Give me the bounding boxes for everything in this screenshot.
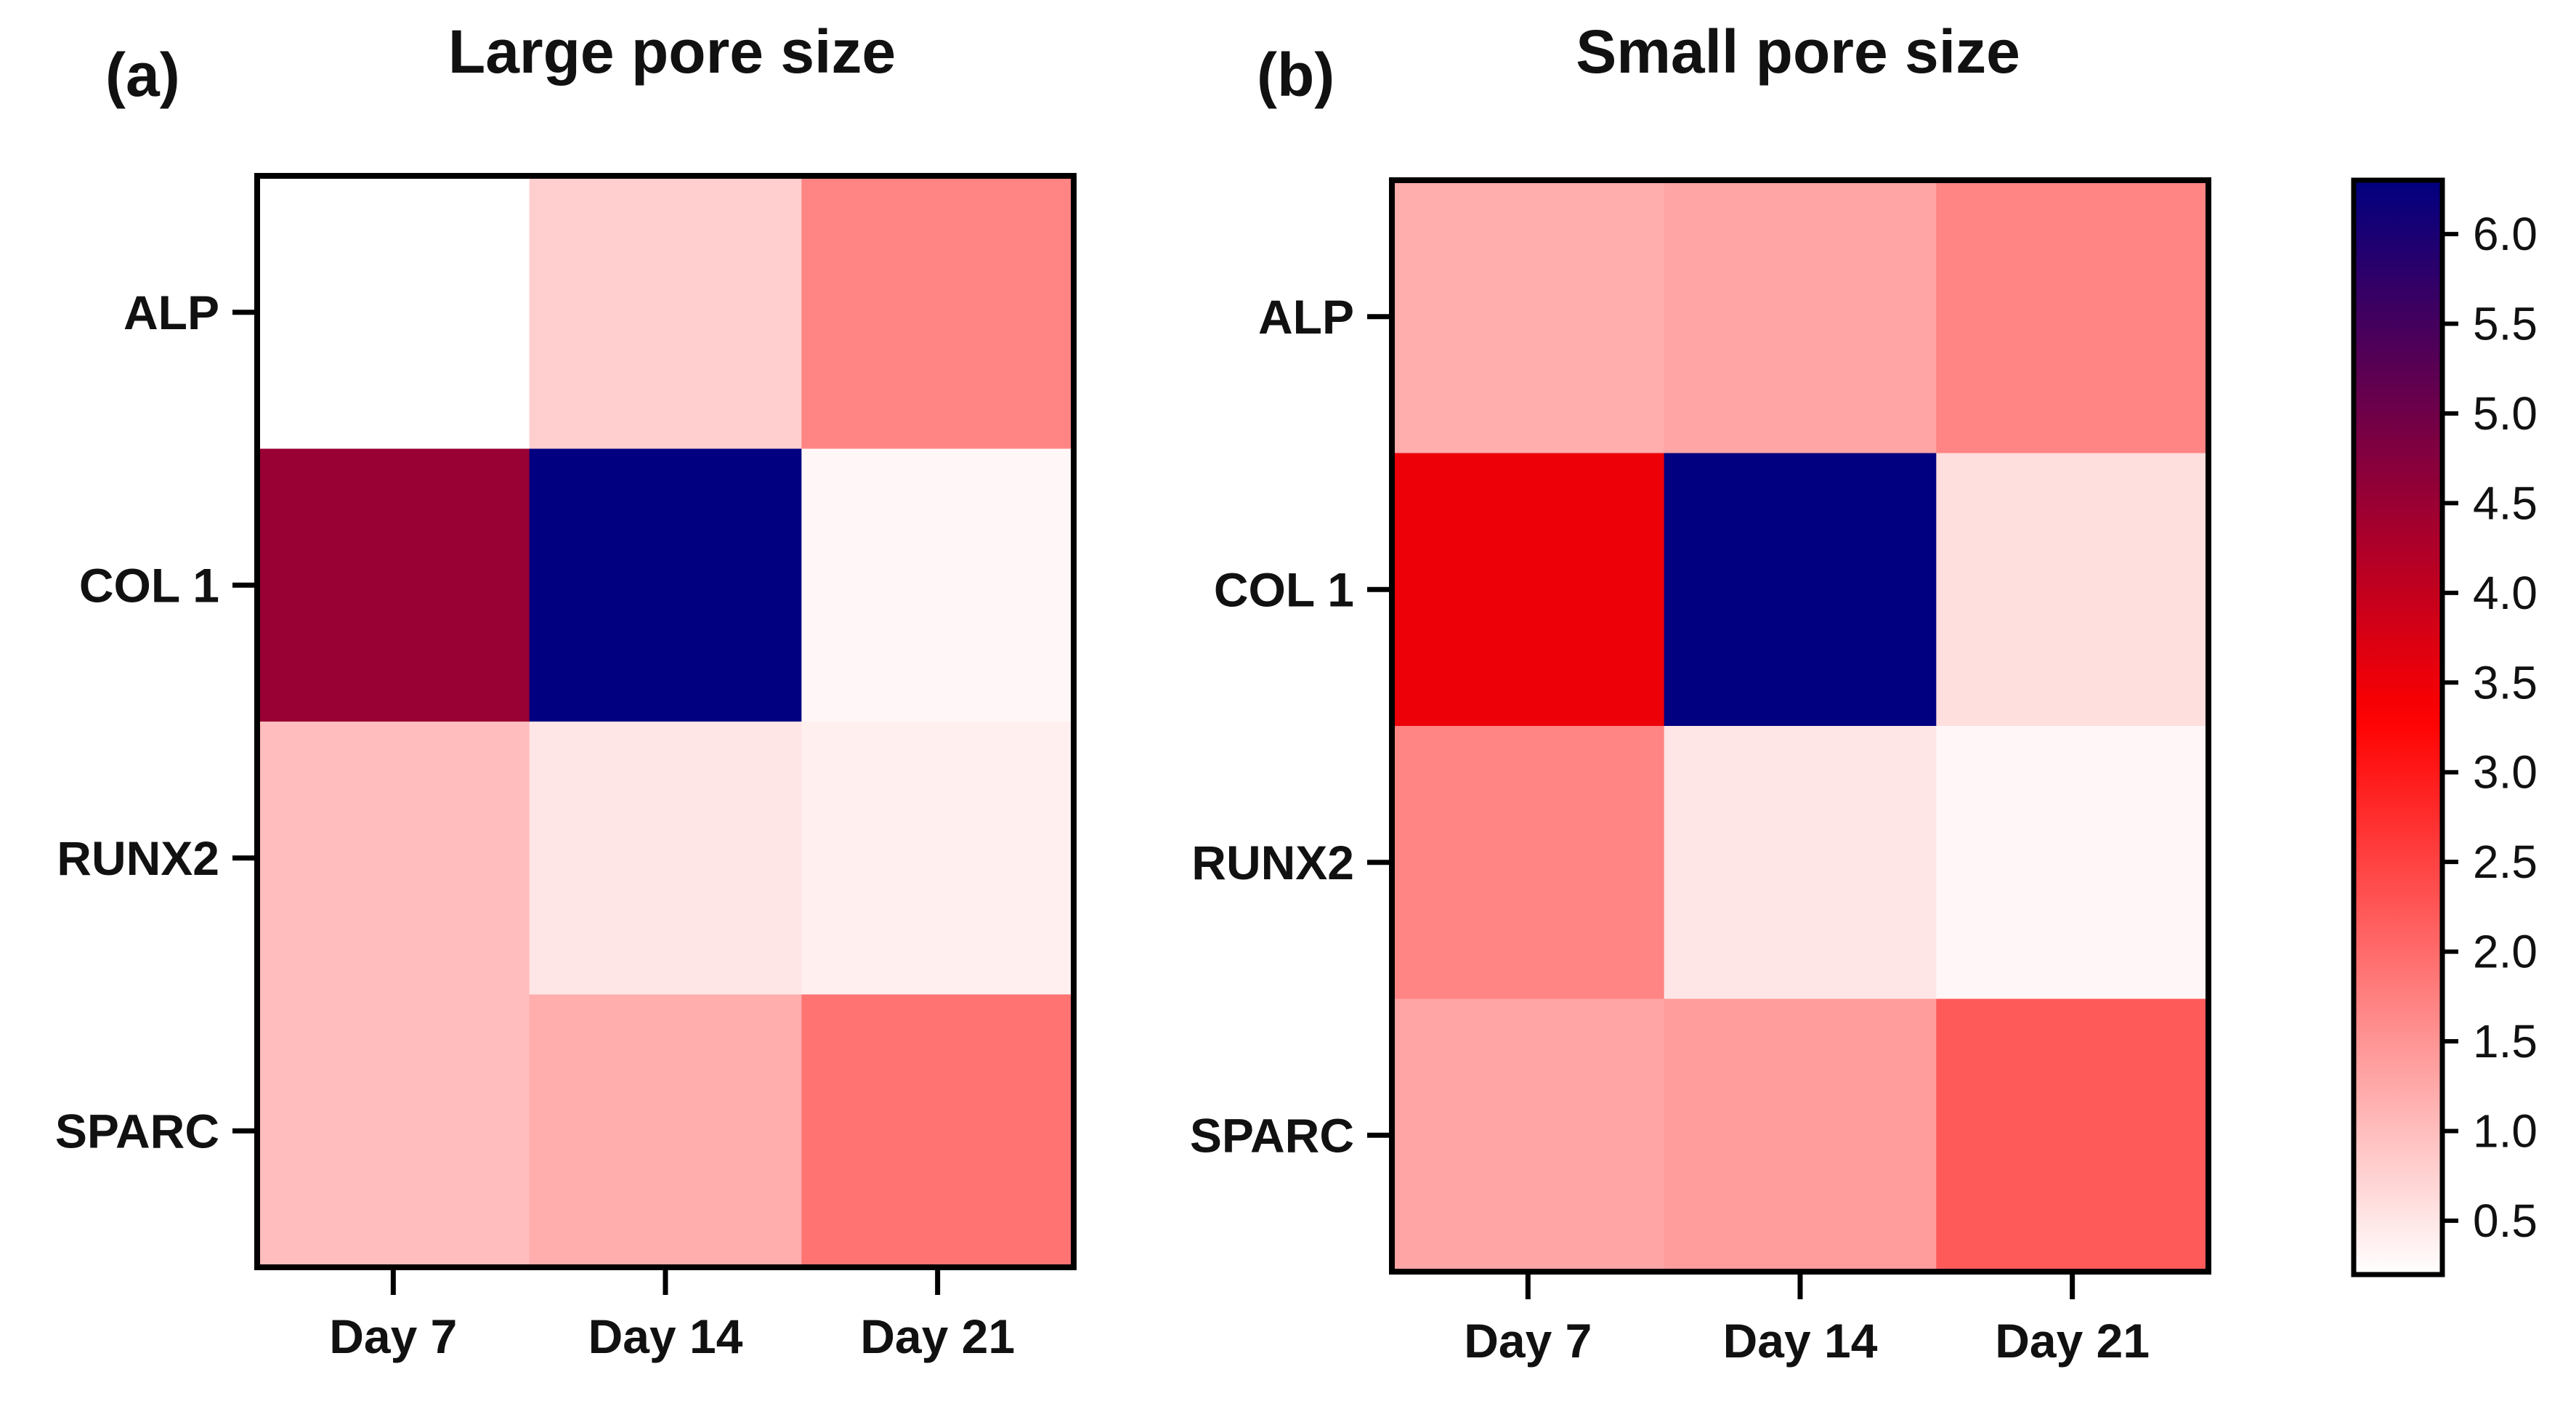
panel-a: (a) Large pore size ALP COL 1 RUNX2 SPARC D… — [55, 17, 1077, 1363]
col-label-b-0: Day 7 — [1464, 1314, 1592, 1368]
heatmap-cell-a-r1-c0 — [257, 448, 530, 722]
col-label-a-1: Day 14 — [588, 1309, 743, 1363]
panel-b-y-axis: ALP COL 1 RUNX2 SPARC — [1190, 290, 1392, 1162]
col-label-b-1: Day 14 — [1723, 1314, 1878, 1368]
heatmap-cell-a-r0-c0 — [257, 176, 530, 449]
colorbar-tick-label-10: 5.5 — [2473, 298, 2537, 350]
heatmap-cell-b-r0-c0 — [1392, 180, 1665, 453]
panel-a-title: Large pore size — [448, 17, 896, 86]
row-label-a-2: RUNX2 — [57, 831, 219, 885]
row-label-b-3: SPARC — [1190, 1108, 1354, 1162]
heatmap-cell-a-r1-c1 — [529, 448, 802, 722]
colorbar-tick-label-11: 6.0 — [2473, 208, 2537, 260]
heatmap-cell-b-r2-c0 — [1392, 726, 1665, 999]
heatmap-cell-a-r3-c0 — [257, 994, 530, 1268]
heatmap-cell-a-r0-c2 — [801, 176, 1074, 449]
colorbar-tick-label-0: 0.5 — [2473, 1195, 2537, 1247]
heatmap-cell-b-r1-c0 — [1392, 453, 1665, 727]
col-label-a-0: Day 7 — [329, 1309, 457, 1363]
heatmap-cell-b-r0-c2 — [1936, 180, 2209, 453]
colorbar-frame — [2351, 177, 2445, 1277]
heatmap-cell-a-r3-c2 — [801, 994, 1074, 1268]
heatmap-cell-b-r2-c2 — [1936, 726, 2209, 999]
panel-b-letter: (b) — [1257, 41, 1334, 109]
colorbar-tick-label-2: 1.5 — [2473, 1015, 2537, 1067]
panel-b: (b) Small pore size ALP COL 1 RUNX2 SPARC D… — [1190, 17, 2211, 1368]
heatmap-cell-a-r0-c1 — [529, 176, 802, 449]
row-label-b-2: RUNX2 — [1191, 836, 1354, 889]
panel-b-title: Small pore size — [1576, 17, 2020, 86]
panel-b-x-axis: Day 7 Day 14 Day 21 — [1464, 1272, 2150, 1368]
colorbar-tick-label-6: 3.5 — [2473, 656, 2537, 708]
colorbar-tick-label-4: 2.5 — [2473, 836, 2537, 888]
heatmap-cell-a-r3-c1 — [529, 994, 802, 1268]
colorbar: 0.5 1.0 1.5 2.0 2.5 3.0 3.5 4.0 4.5 5.0 5.5 6.0 — [2351, 177, 2537, 1277]
heatmap-cell-b-r3-c0 — [1392, 998, 1665, 1272]
colorbar-gradient — [2354, 180, 2442, 1275]
panel-a-x-axis: Day 7 Day 14 Day 21 — [329, 1267, 1015, 1363]
colorbar-tick-label-7: 4.0 — [2473, 567, 2537, 619]
heatmap-cell-a-r2-c2 — [801, 722, 1074, 995]
row-label-a-3: SPARC — [55, 1104, 219, 1158]
heatmap-cell-a-r1-c2 — [801, 448, 1074, 722]
row-label-b-1: COL 1 — [1214, 562, 1354, 616]
heatmap-cell-b-r1-c1 — [1664, 453, 1937, 727]
row-label-a-1: COL 1 — [79, 558, 219, 612]
panel-a-cells — [257, 176, 1074, 1268]
colorbar-tick-label-8: 4.5 — [2473, 477, 2537, 529]
colorbar-tick-label-1: 1.0 — [2473, 1105, 2537, 1157]
colorbar-tick-label-3: 2.0 — [2473, 926, 2537, 978]
heatmap-cell-b-r3-c1 — [1664, 998, 1937, 1272]
heatmap-cell-a-r2-c0 — [257, 722, 530, 995]
heatmap-cell-b-r3-c2 — [1936, 998, 2209, 1272]
colorbar-tick-label-5: 3.0 — [2473, 746, 2537, 799]
col-label-a-2: Day 21 — [860, 1309, 1015, 1363]
row-label-a-0: ALP — [123, 286, 219, 339]
heatmap-cell-b-r1-c2 — [1936, 453, 2209, 727]
heatmap-cell-a-r2-c1 — [529, 722, 802, 995]
row-label-b-0: ALP — [1258, 290, 1354, 344]
panel-b-cells — [1392, 180, 2209, 1272]
colorbar-ticks: 0.5 1.0 1.5 2.0 2.5 3.0 3.5 4.0 4.5 5.0 5.5 6.0 — [2442, 208, 2537, 1247]
col-label-b-2: Day 21 — [1995, 1314, 2150, 1368]
colorbar-tick-label-9: 5.0 — [2473, 387, 2537, 440]
heatmap-cell-b-r2-c1 — [1664, 726, 1937, 999]
panel-a-y-axis: ALP COL 1 RUNX2 SPARC — [55, 286, 257, 1158]
panel-a-letter: (a) — [105, 41, 180, 109]
heatmap-cell-b-r0-c1 — [1664, 180, 1937, 453]
